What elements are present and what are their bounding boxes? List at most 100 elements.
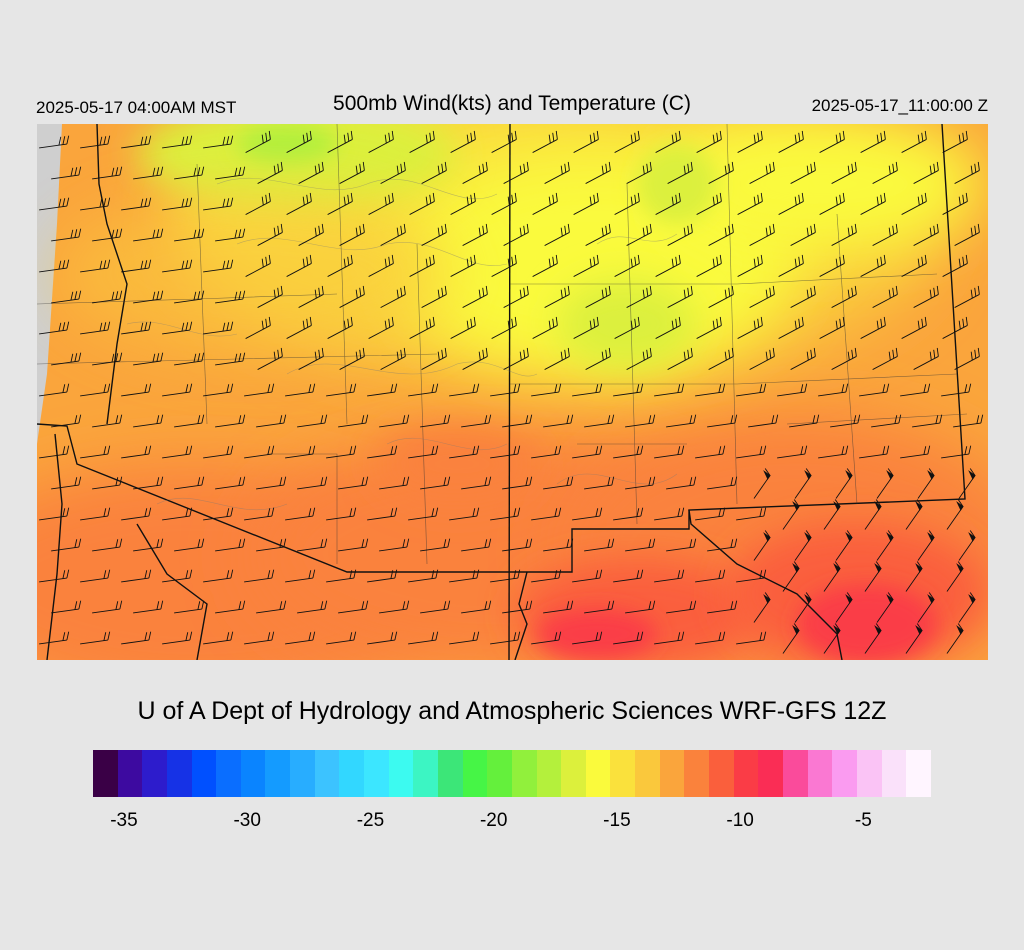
wind-barb [408,631,439,645]
wind-barb [462,161,488,184]
wind-barb [80,321,111,335]
wind-barb [408,569,439,583]
wind-barb [297,600,328,614]
wind-barb [80,383,111,397]
wind-barb [298,223,324,246]
colorbar-labels: -35 -30 -25 -20 -15 -10 -5 [0,810,1024,836]
wind-barb [544,347,570,370]
wind-barb [121,383,152,397]
colorbar-cell [561,750,586,797]
temperature-wind-map [37,124,988,660]
wind-barb [286,130,312,153]
colorbar-cell [462,750,488,797]
wind-barb [946,623,964,654]
wind-barb [531,445,562,459]
wind-barb [614,192,640,215]
wind-barb [80,197,111,211]
wind-barb [913,347,939,370]
wind-barb [789,414,820,428]
wind-barb [174,166,205,180]
colorbar-cell [314,750,340,797]
wind-barb [749,347,775,370]
wind-barb [297,414,328,428]
wind-barb [532,254,558,277]
wind-barb [92,476,123,490]
wind-barb [655,254,681,277]
wind-barb [449,445,480,459]
wind-barb [133,228,164,242]
wind-barb [860,254,886,277]
wind-barb [954,223,980,246]
map-panel [37,124,988,660]
wind-barb [490,445,521,459]
wind-barb [737,254,763,277]
wind-barb [905,623,923,654]
wind-barb [860,192,886,215]
wind-barb [39,383,70,397]
wind-barb [953,414,984,428]
colorbar-tick-label: -30 [233,810,261,831]
wind-barb [39,631,70,645]
wind-barb [379,414,410,428]
wind-barb [667,285,693,308]
wind-barb [696,254,722,277]
wind-barb [174,538,205,552]
wind-barb [245,192,271,215]
wind-barb [585,285,611,308]
wind-barb [503,161,529,184]
colorbar-cell [142,750,167,797]
wind-barb [695,383,726,397]
wind-barb [819,192,845,215]
wind-barb [327,130,353,153]
wind-barb [654,569,685,583]
wind-barb [708,161,734,184]
wind-barb [80,135,111,149]
wind-barb [585,223,611,246]
temperature-field [37,124,988,660]
wind-barb [655,130,681,153]
wind-barb [490,383,521,397]
colorbar-cell [265,750,291,797]
wind-barb [954,285,980,308]
wind-barb [367,569,398,583]
colorbar-cell [807,750,833,797]
wind-barb [831,285,857,308]
wind-barb [872,223,898,246]
colorbar-tick-label: -35 [110,810,138,831]
colorbar-cell [93,750,118,797]
wind-barb [748,414,779,428]
wind-barb [666,414,697,428]
wind-barb [777,445,808,459]
wind-barb [666,538,697,552]
wind-barb [285,507,316,521]
wind-barb [941,383,972,397]
wind-barb [298,161,324,184]
wind-barb [900,383,931,397]
wind-barb [503,285,529,308]
wind-barb [257,161,283,184]
wind-barb [942,192,968,215]
wind-barb [449,383,480,397]
wind-barb [298,347,324,370]
wind-barb [203,631,234,645]
wind-barb [462,223,488,246]
wind-barb [449,631,480,645]
wind-barb [326,445,357,459]
wind-barb [778,254,804,277]
wind-barb [174,414,205,428]
wind-barb [39,569,70,583]
wind-barb [872,347,898,370]
map-title: 500mb Wind(kts) and Temperature (C) [333,92,691,115]
wind-barb [819,316,845,339]
wind-barb [737,192,763,215]
wind-barb [257,285,283,308]
wind-barb [572,445,603,459]
wind-barb [502,538,533,552]
wind-barb [876,468,894,499]
wind-barb [51,166,82,180]
wind-barb [409,192,435,215]
wind-barb [421,285,447,308]
wind-barb [51,538,82,552]
wind-barb [368,254,394,277]
wind-barb [819,254,845,277]
